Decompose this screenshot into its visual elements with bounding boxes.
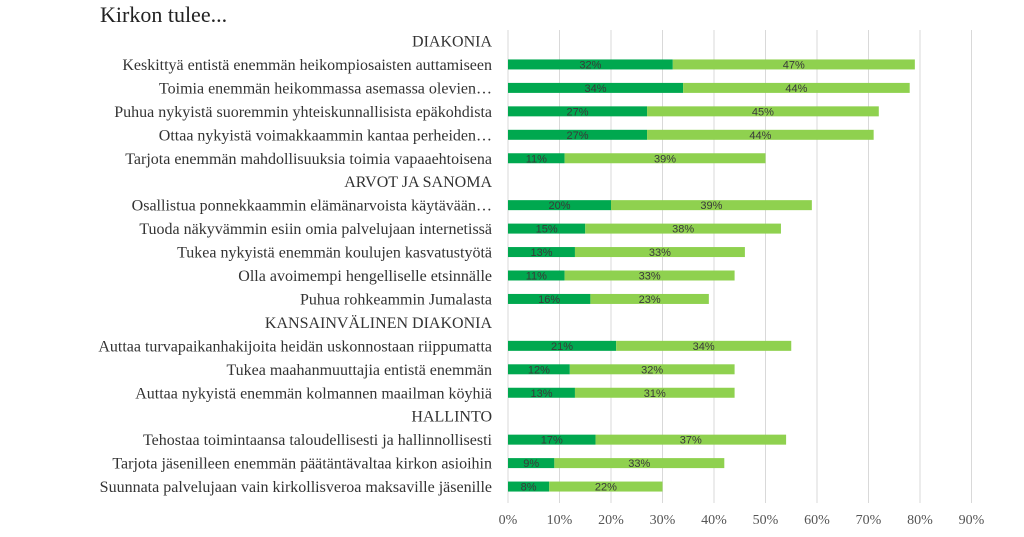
data-label: 32% bbox=[579, 59, 601, 71]
bar-segment bbox=[574, 247, 745, 258]
x-tick-label: 50% bbox=[753, 513, 779, 528]
bar-segment bbox=[508, 387, 575, 398]
data-label: 15% bbox=[536, 224, 558, 236]
bar-segment bbox=[508, 59, 673, 70]
bar-segment bbox=[549, 481, 663, 492]
bar-segment bbox=[508, 481, 550, 492]
bar-segment bbox=[647, 106, 879, 117]
x-tick-label: 40% bbox=[701, 513, 727, 528]
x-tick-label: 60% bbox=[804, 513, 830, 528]
data-label: 33% bbox=[639, 271, 661, 283]
data-label: 45% bbox=[752, 106, 774, 118]
category-label: ARVOT JA SANOMA bbox=[344, 174, 492, 191]
bar-segment bbox=[585, 223, 781, 234]
data-label: 22% bbox=[595, 482, 617, 494]
data-label: 32% bbox=[641, 364, 663, 376]
data-label: 23% bbox=[639, 294, 661, 306]
bar-segment bbox=[508, 247, 575, 258]
bar-segment bbox=[564, 270, 735, 281]
category-label: Tarjota jäsenilleen enemmän päätäntävalt… bbox=[112, 456, 492, 473]
x-tick-label: 0% bbox=[499, 513, 518, 528]
data-label: 33% bbox=[628, 458, 650, 470]
category-label: Tehostaa toimintaansa taloudellisesti ja… bbox=[143, 432, 493, 449]
category-label: Tukea maahanmuuttajia entistä enemmän bbox=[226, 362, 492, 379]
bar-segment bbox=[508, 458, 555, 469]
data-label: 12% bbox=[528, 364, 550, 376]
category-label: HALLINTO bbox=[411, 409, 492, 426]
category-label: Puhua nykyistä suoremmin yhteiskunnallis… bbox=[114, 104, 492, 121]
category-label: Ottaa nykyistä voimakkaammin kantaa perh… bbox=[159, 127, 492, 144]
bar-segment bbox=[508, 270, 565, 281]
category-label: Olla avoimempi hengelliselle etsinnälle bbox=[238, 268, 492, 285]
x-tick-label: 10% bbox=[547, 513, 573, 528]
bar-segment bbox=[569, 364, 735, 375]
category-label: KANSAINVÄLINEN DIAKONIA bbox=[265, 314, 493, 332]
chart-title: Kirkon tulee... bbox=[100, 2, 228, 27]
category-label: Suunnata palvelujaan vain kirkollisveroa… bbox=[100, 479, 492, 496]
data-label: 20% bbox=[548, 200, 570, 212]
data-label: 11% bbox=[526, 153, 547, 165]
data-label: 13% bbox=[530, 388, 552, 400]
bar-segment bbox=[508, 153, 565, 164]
bar-segment bbox=[574, 387, 735, 398]
bar-segment bbox=[508, 434, 596, 445]
bar-segment bbox=[508, 223, 586, 234]
bar-segment bbox=[590, 293, 709, 304]
category-label: Keskittyä entistä enemmän heikompiosaist… bbox=[122, 57, 492, 74]
data-label: 38% bbox=[672, 224, 694, 236]
x-tick-label: 20% bbox=[598, 513, 624, 528]
bar-segment bbox=[508, 82, 684, 93]
category-label: Puhua rohkeammin Jumalasta bbox=[300, 291, 492, 308]
category-label: Auttaa nykyistä enemmän kolmannen maailm… bbox=[135, 385, 492, 402]
bar-segment bbox=[616, 340, 792, 351]
category-label: DIAKONIA bbox=[412, 34, 492, 51]
data-label: 17% bbox=[541, 435, 563, 447]
data-label: 21% bbox=[551, 341, 573, 353]
category-label: Auttaa turvapaikanhakijoita heidän uskon… bbox=[98, 338, 492, 355]
bar-segment bbox=[554, 458, 725, 469]
x-tick-label: 80% bbox=[907, 513, 933, 528]
data-label: 31% bbox=[644, 388, 666, 400]
bar-segment bbox=[508, 293, 591, 304]
data-label: 37% bbox=[680, 435, 702, 447]
data-label: 13% bbox=[530, 247, 552, 259]
x-tick-label: 70% bbox=[856, 513, 882, 528]
data-label: 27% bbox=[567, 130, 589, 142]
bar-segment bbox=[672, 59, 915, 70]
data-label: 44% bbox=[749, 130, 771, 142]
data-label: 34% bbox=[693, 341, 715, 353]
data-label: 44% bbox=[785, 83, 807, 95]
data-label: 39% bbox=[700, 200, 722, 212]
bar-segment bbox=[595, 434, 787, 445]
bar-segment bbox=[508, 106, 648, 117]
bar-segment bbox=[683, 82, 910, 93]
bar-segment bbox=[647, 129, 874, 140]
data-label: 34% bbox=[585, 83, 607, 95]
category-label: Tuoda näkyvämmin esiin omia palvelujaan … bbox=[139, 221, 492, 238]
category-label: Osallistua ponnekkaammin elämänarvoista … bbox=[132, 198, 492, 215]
category-label: Toimia enemmän heikommassa asemassa olev… bbox=[159, 80, 492, 97]
x-tick-label: 90% bbox=[959, 513, 985, 528]
bar-segment bbox=[508, 200, 611, 211]
data-label: 33% bbox=[649, 247, 671, 259]
data-label: 47% bbox=[783, 59, 805, 71]
data-label: 39% bbox=[654, 153, 676, 165]
data-label: 9% bbox=[523, 458, 539, 470]
bar-segment bbox=[508, 364, 570, 375]
bar-segment bbox=[508, 340, 617, 351]
bar-segment bbox=[611, 200, 812, 211]
x-tick-label: 30% bbox=[650, 513, 676, 528]
data-label: 16% bbox=[538, 294, 560, 306]
bar-segment bbox=[508, 129, 648, 140]
data-label: 11% bbox=[526, 271, 547, 283]
bar-segment bbox=[564, 153, 766, 164]
data-label: 27% bbox=[567, 106, 589, 118]
category-label: Tarjota enemmän mahdollisuuksia toimia v… bbox=[125, 151, 492, 168]
category-label: Tukea nykyistä enemmän koulujen kasvatus… bbox=[177, 245, 492, 262]
data-label: 8% bbox=[521, 482, 537, 494]
